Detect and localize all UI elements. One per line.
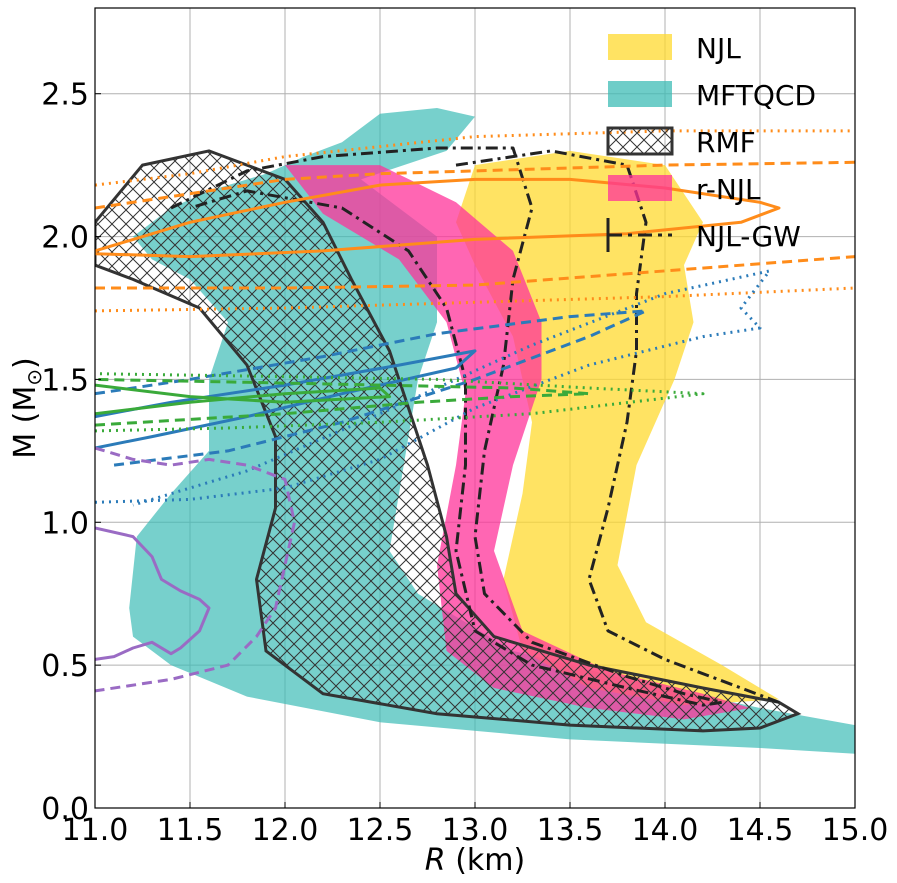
- x-tick-label: 11.5: [157, 813, 224, 848]
- x-tick-label: 12.5: [347, 813, 414, 848]
- series-green-dashed-line: [95, 377, 591, 427]
- x-axis-label-unit: (km): [446, 843, 526, 878]
- series-purple-dashed-line: [95, 446, 296, 693]
- legend-njl-swatch: [608, 34, 672, 60]
- legend-mftqcd-label: MFTQCD: [696, 79, 816, 112]
- x-tick-label: 13.0: [442, 813, 509, 848]
- y-tick-label: 1.5: [41, 363, 89, 398]
- x-tick-label: 13.5: [537, 813, 604, 848]
- series-purple-solid-line: [95, 526, 211, 661]
- x-axis-label-var: R: [425, 843, 446, 878]
- y-tick-label: 2.5: [41, 78, 89, 113]
- legend-r-njl-label: r-NJL: [696, 173, 761, 206]
- series-green-solid-line: [95, 383, 391, 416]
- series-njl-band: [456, 150, 779, 706]
- x-axis-label: R (km): [425, 843, 525, 878]
- series-r-njl-band: [285, 165, 751, 720]
- legend-r-njl-swatch: [608, 175, 672, 201]
- series-orange-solid-line: [95, 177, 781, 259]
- series-orange-dashed-line: [95, 160, 855, 210]
- legend: NJL MFTQCD RMF r-NJL NJL-GW: [606, 32, 816, 253]
- legend-njl-label: NJL: [696, 32, 741, 65]
- y-axis-label-sub: ⊙: [22, 369, 46, 386]
- y-axis-label-close: ): [8, 357, 43, 369]
- series-njl-gw-line: [170, 146, 724, 707]
- series-blue-dotted-line: [95, 269, 771, 507]
- y-tick-label: 1.0: [41, 506, 89, 541]
- series-blue-solid-line: [95, 349, 477, 450]
- ticks: 11.0 11.5 12.0 12.5 13.0 13.5 14.0 14.5 15.0 0.0 0…: [41, 78, 888, 848]
- series-green-dotted-line: [95, 372, 705, 433]
- y-tick-label: 0.0: [41, 792, 89, 827]
- legend-rmf-swatch: [606, 126, 674, 156]
- series-orange-dotted-line: [95, 129, 855, 187]
- legend-mftqcd-swatch: [608, 81, 672, 107]
- series-blue-dashed-line: [95, 309, 648, 467]
- series-orange-dotted-low-line: [95, 286, 855, 313]
- y-axis-label: M (M⊙): [8, 357, 46, 459]
- x-tick-label: 11.0: [62, 813, 129, 848]
- x-tick-label: 14.5: [727, 813, 794, 848]
- legend-njl-gw-label: NJL-GW: [696, 220, 801, 253]
- x-tick-label: 14.0: [632, 813, 699, 848]
- series-njl-gw-outer-line: [455, 149, 780, 704]
- series-rmf-region: [95, 149, 802, 733]
- y-tick-label: 0.5: [41, 649, 89, 684]
- series-layer: [95, 108, 855, 754]
- x-tick-label: 12.0: [252, 813, 319, 848]
- y-axis-label-main: M (M: [8, 386, 43, 459]
- y-tick-label: 2.0: [41, 221, 89, 256]
- legend-rmf-label: RMF: [696, 126, 756, 159]
- x-tick-label: 15.0: [822, 813, 889, 848]
